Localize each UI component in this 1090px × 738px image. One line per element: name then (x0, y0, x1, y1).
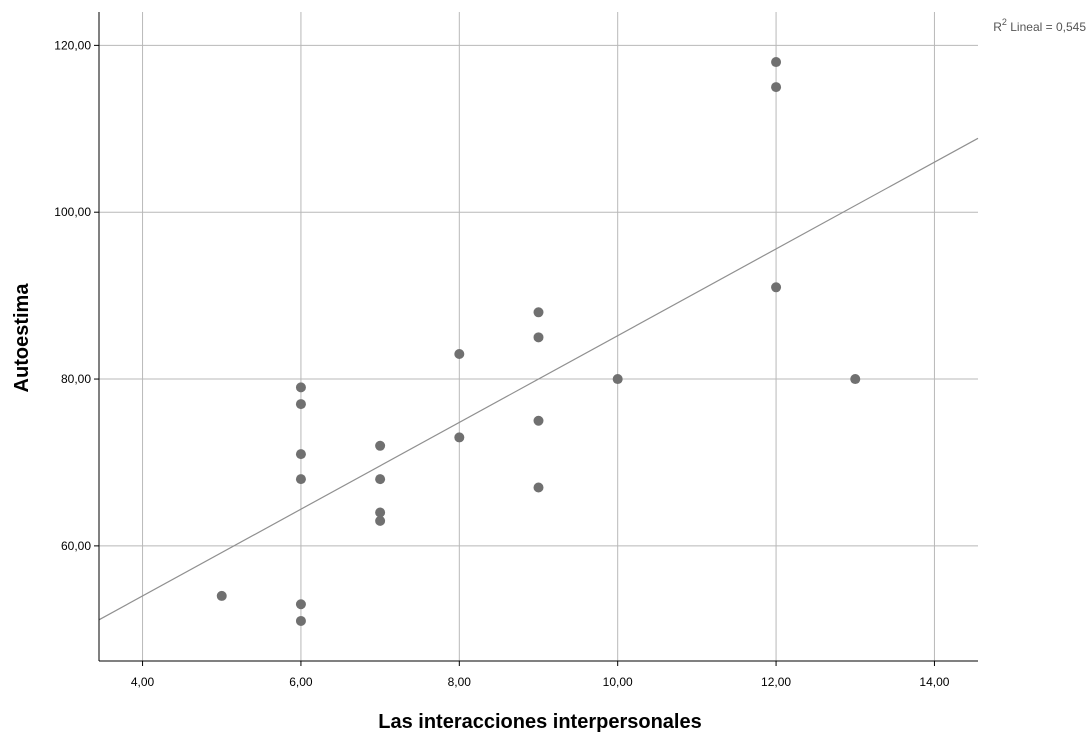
data-point (533, 482, 544, 493)
data-points (216, 57, 861, 626)
r2-base: R (993, 20, 1002, 34)
data-point (295, 382, 306, 393)
data-point (375, 440, 386, 451)
data-point (612, 374, 623, 385)
x-tick-label: 4,00 (131, 675, 155, 689)
data-point (771, 82, 782, 93)
data-point (771, 57, 782, 68)
data-point (295, 449, 306, 460)
data-point (295, 615, 306, 626)
y-axis-title: Autoestima (11, 283, 33, 393)
y-tick-label: 80,00 (61, 372, 91, 386)
data-point (533, 307, 544, 318)
data-point (850, 374, 861, 385)
y-tick-label: 60,00 (61, 539, 91, 553)
data-point (375, 515, 386, 526)
data-point (454, 349, 465, 360)
y-tick-label: 100,00 (54, 205, 91, 219)
data-point (375, 474, 386, 485)
grid-lines (99, 12, 978, 661)
data-point (295, 474, 306, 485)
r2-superscript: 2 (1002, 17, 1007, 27)
data-point (771, 282, 782, 293)
data-point (216, 590, 227, 601)
data-point (295, 399, 306, 410)
x-tick-label: 10,00 (603, 675, 633, 689)
data-point (375, 507, 386, 518)
fit-line-group (98, 137, 979, 621)
axes (94, 12, 978, 666)
r2-annotation: R2 Lineal = 0,545 (993, 17, 1086, 34)
x-tick-label: 14,00 (919, 675, 949, 689)
x-axis-title: Las interacciones interpersonales (378, 711, 701, 733)
data-point (533, 415, 544, 426)
tick-labels: 4,00 6,00 8,00 10,00 12,00 14,00 60,00 80,00 100… (54, 38, 949, 689)
x-tick-label: 8,00 (448, 675, 472, 689)
y-tick-label: 120,00 (54, 38, 91, 52)
data-point (454, 432, 465, 443)
data-point (533, 332, 544, 343)
fit-line (98, 137, 979, 621)
r2-text: Lineal = 0,545 (1007, 20, 1086, 34)
x-tick-label: 12,00 (761, 675, 791, 689)
data-point (295, 599, 306, 610)
x-tick-label: 6,00 (289, 675, 313, 689)
